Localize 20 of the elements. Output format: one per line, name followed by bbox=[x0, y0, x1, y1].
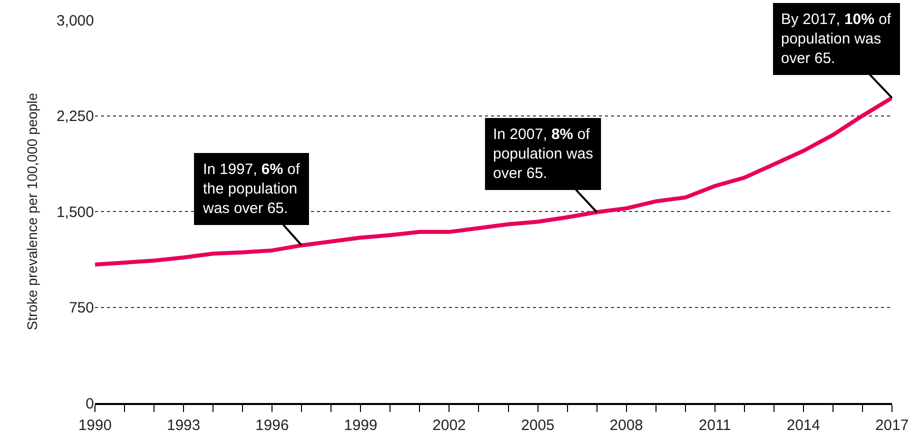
x-tick-label: 1996 bbox=[255, 417, 289, 434]
x-tick-label: 1990 bbox=[78, 417, 112, 434]
x-tick-label: 2008 bbox=[610, 417, 644, 434]
y-tick-label: 750 bbox=[68, 300, 94, 316]
annotation: By 2017, 10% of population was over 65. bbox=[781, 11, 892, 67]
x-tick-label: 1999 bbox=[344, 417, 378, 434]
y-tick-label: 1,500 bbox=[56, 204, 94, 221]
y-axis-title: Stroke prevalence per 100,000 people bbox=[24, 92, 40, 330]
x-tick-label: 1993 bbox=[166, 417, 200, 434]
line-series bbox=[95, 96, 892, 266]
x-tick-label: 2014 bbox=[786, 417, 820, 434]
x-tick-label: 2017 bbox=[875, 417, 909, 434]
y-tick-label: 2,250 bbox=[56, 108, 94, 125]
x-tick-label: 2005 bbox=[521, 417, 554, 434]
annotation: In 1997, 6% of the population was over 65. bbox=[202, 161, 301, 217]
y-tick-label: 0 bbox=[86, 395, 94, 412]
x-tick-label: 2002 bbox=[432, 417, 466, 434]
y-tick-label: 3,000 bbox=[56, 12, 94, 30]
x-tick-label: 2011 bbox=[698, 417, 732, 434]
annotation: In 2007, 8% of population was over 65. bbox=[493, 126, 594, 182]
